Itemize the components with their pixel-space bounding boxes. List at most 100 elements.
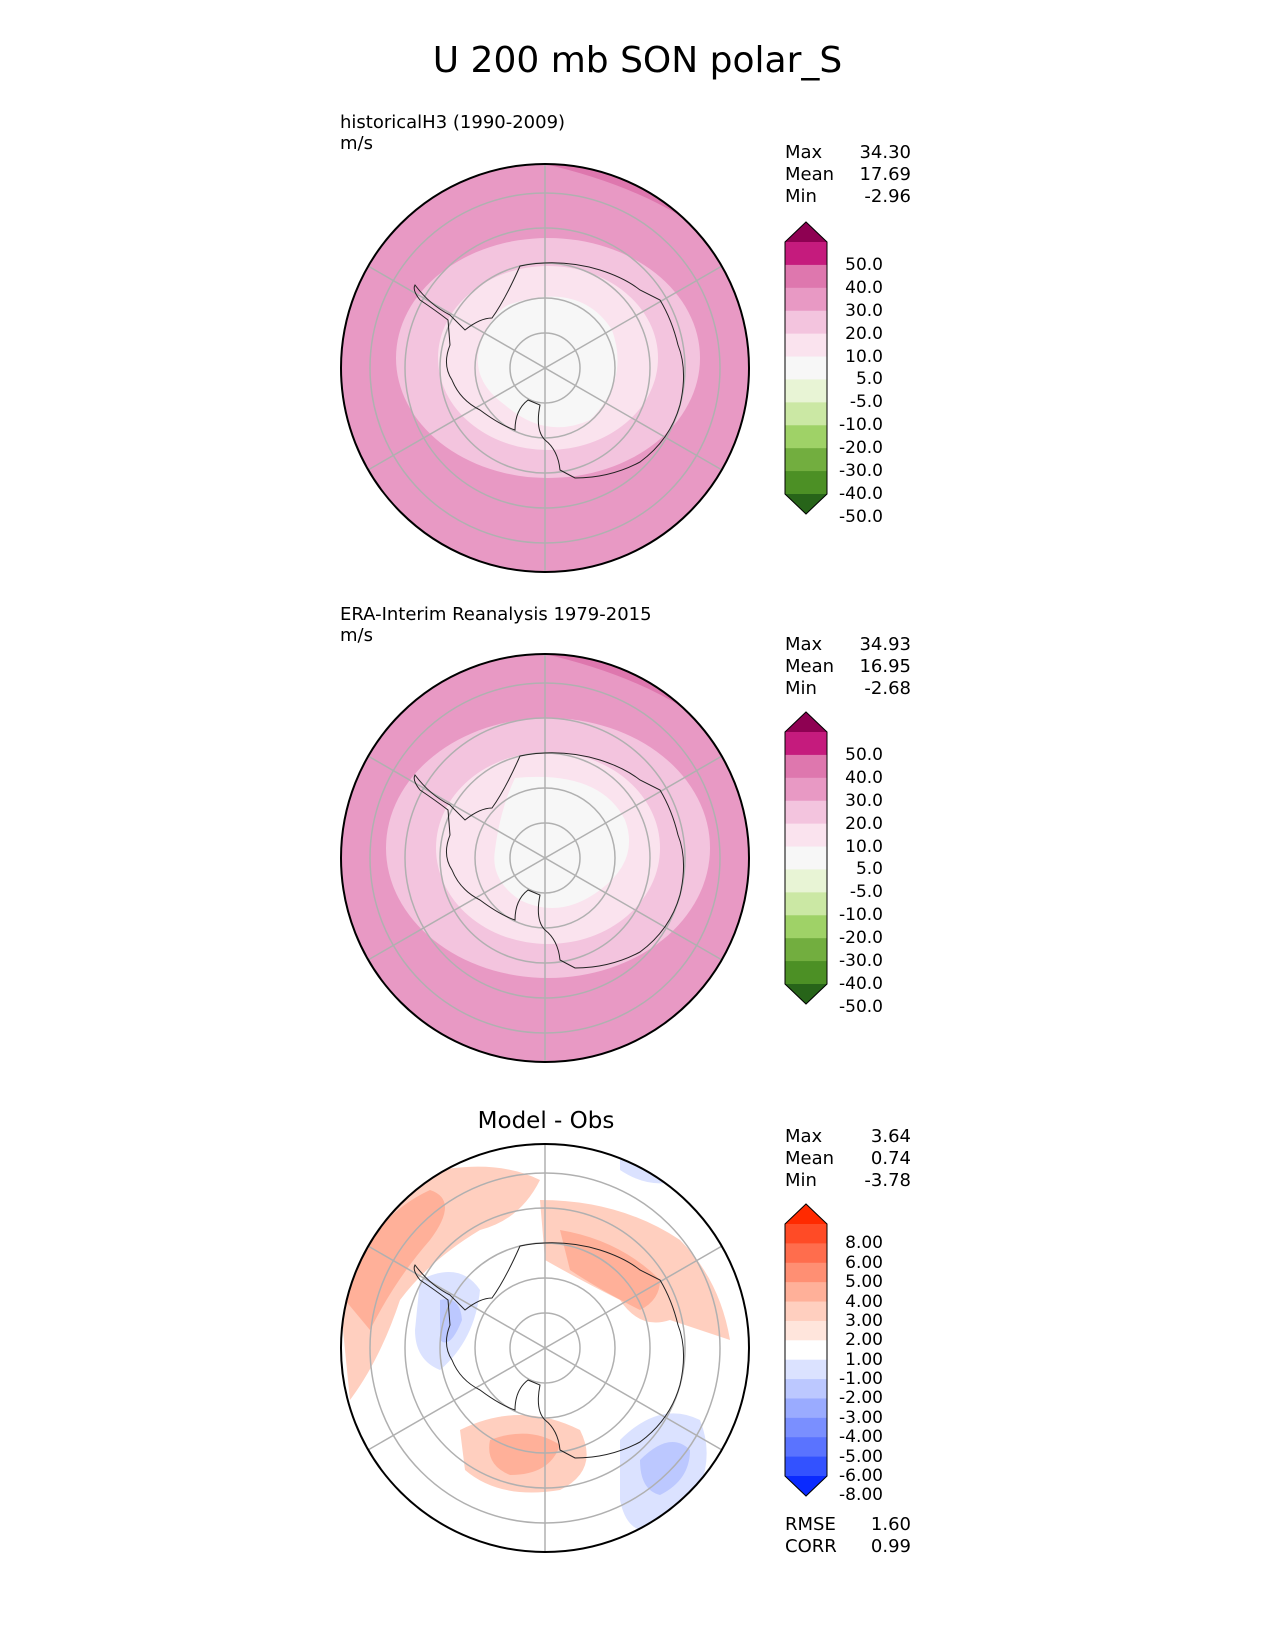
panel3-colorbar xyxy=(784,1203,828,1497)
colorbar-band xyxy=(785,823,827,848)
panel2-title: ERA-Interim Reanalysis 1979-2015 m/s xyxy=(340,604,652,646)
colorbar-tick-label: 10.0 xyxy=(845,836,883,857)
colorbar-band xyxy=(785,869,827,893)
colorbar-band xyxy=(785,242,827,266)
panel1-units: m/s xyxy=(340,133,373,154)
stat-row: Min -2.96 xyxy=(785,186,911,207)
colorbar-outline xyxy=(784,711,828,1005)
colorbar-tick-label: 20.0 xyxy=(845,813,883,834)
stat-row: Min -2.68 xyxy=(785,678,911,699)
colorbar-band xyxy=(785,379,827,403)
colorbar-tick-label: 3.00 xyxy=(845,1310,883,1331)
colorbar-extend-top xyxy=(785,1204,827,1224)
colorbar-band xyxy=(785,1320,827,1341)
panel3-stats: Max 3.64 Mean 0.74 Min -3.78 xyxy=(785,1126,911,1192)
colorbar-tick-label: 40.0 xyxy=(845,277,883,298)
stat-row: Mean 16.95 xyxy=(785,656,911,677)
panel1-graticule xyxy=(367,164,723,572)
colorbar-band xyxy=(785,892,827,916)
colorbar-tick-label: 30.0 xyxy=(845,790,883,811)
colorbar-band xyxy=(785,310,827,335)
colorbar-band xyxy=(785,1417,827,1438)
colorbar-tick-label: 30.0 xyxy=(845,300,883,321)
colorbar-band xyxy=(785,425,827,449)
colorbar-band xyxy=(785,1243,827,1264)
colorbar-tick-label: -3.00 xyxy=(839,1407,883,1428)
colorbar-band xyxy=(785,1398,827,1419)
colorbar-tick-label: -1.00 xyxy=(839,1369,883,1390)
colorbar-tick-label: 1.00 xyxy=(845,1349,883,1370)
colorbar-tick-label: -30.0 xyxy=(839,951,883,972)
colorbar-tick-label: -10.0 xyxy=(839,415,883,436)
colorbar-tick-label: -20.0 xyxy=(839,928,883,949)
panel1-antarctica-coastline xyxy=(413,262,684,479)
colorbar-band xyxy=(785,333,827,358)
colorbar-tick-label: 5.00 xyxy=(845,1272,883,1293)
colorbar-band xyxy=(785,1301,827,1322)
panel1-title-line1: historicalH3 (1990-2009) xyxy=(340,112,566,133)
colorbar-tick-label: 10.0 xyxy=(845,346,883,367)
panel2-antarctica-coastline xyxy=(413,752,684,969)
colorbar-tick-label: -2.00 xyxy=(839,1388,883,1409)
panel3-extra-stats: RMSE 1.60 CORR 0.99 xyxy=(785,1514,911,1558)
colorbar-tick-label: -20.0 xyxy=(839,438,883,459)
colorbar-tick-label: -30.0 xyxy=(839,461,883,482)
panel1-stats: Max 34.30 Mean 17.69 Min -2.96 xyxy=(785,142,911,208)
colorbar-band xyxy=(785,777,827,802)
colorbar-tick-label: 4.00 xyxy=(845,1291,883,1312)
colorbar-band xyxy=(785,1437,827,1458)
colorbar-band xyxy=(785,1262,827,1283)
colorbar-extend-bottom xyxy=(785,1476,827,1496)
panel1-colorbar xyxy=(784,221,828,515)
colorbar-tick-label: 50.0 xyxy=(845,744,883,765)
figure-title: U 200 mb SON polar_S xyxy=(432,40,843,81)
panel3-title: Model - Obs xyxy=(477,1108,615,1134)
colorbar-band xyxy=(785,1359,827,1380)
colorbar-band xyxy=(785,1456,827,1477)
colorbar-tick-label: -4.00 xyxy=(839,1427,883,1448)
colorbar-band xyxy=(785,915,827,939)
stat-row: RMSE 1.60 xyxy=(785,1514,911,1535)
colorbar-tick-label: 50.0 xyxy=(845,254,883,275)
colorbar-band xyxy=(785,938,827,962)
colorbar-tick-label: 5.0 xyxy=(855,859,883,880)
colorbar-band xyxy=(785,287,827,312)
colorbar-tick-label: -6.00 xyxy=(839,1466,883,1486)
colorbar-tick-label: 40.0 xyxy=(845,767,883,788)
colorbar-band xyxy=(785,264,827,289)
colorbar-band xyxy=(785,732,827,756)
colorbar-tick-label: -8.00 xyxy=(839,1485,883,1506)
colorbar-tick-label: 5.0 xyxy=(855,369,883,390)
stat-row: Max 3.64 xyxy=(785,1126,911,1147)
panel3-map-border xyxy=(340,1143,750,1553)
colorbar-band xyxy=(785,402,827,426)
panel2-stats: Max 34.93 Mean 16.95 Min -2.68 xyxy=(785,634,911,700)
colorbar-tick-label: -40.0 xyxy=(839,974,883,994)
colorbar-band xyxy=(785,754,827,779)
colorbar-tick-label: -50.0 xyxy=(839,506,883,527)
colorbar-tick-label: -40.0 xyxy=(839,484,883,504)
colorbar-band xyxy=(785,448,827,472)
colorbar-tick-label: 8.00 xyxy=(845,1233,883,1254)
colorbar-extend-top xyxy=(785,222,827,242)
panel3-graticule xyxy=(367,1144,723,1552)
colorbar-band xyxy=(785,1282,827,1303)
stat-row: Mean 17.69 xyxy=(785,164,911,185)
colorbar-tick-label: -50.0 xyxy=(839,996,883,1017)
colorbar-band xyxy=(785,1379,827,1399)
colorbar-outline xyxy=(784,221,828,515)
stat-row: Mean 0.74 xyxy=(785,1148,911,1169)
panel2-title-line1: ERA-Interim Reanalysis 1979-2015 xyxy=(340,604,652,625)
colorbar-band xyxy=(785,961,827,985)
panel1-map-border xyxy=(340,163,750,573)
colorbar-tick-label: -5.0 xyxy=(849,882,883,903)
stat-row: Min -3.78 xyxy=(785,1170,911,1191)
stat-row: Max 34.93 xyxy=(785,634,911,655)
colorbar-tick-label: 6.00 xyxy=(845,1252,883,1273)
colorbar-tick-label: -5.0 xyxy=(849,392,883,413)
colorbar-tick-label: -5.00 xyxy=(839,1446,883,1467)
colorbar-extend-bottom xyxy=(785,494,827,514)
panel3-antarctica-coastline xyxy=(413,1242,684,1459)
panel2-units: m/s xyxy=(340,625,373,646)
